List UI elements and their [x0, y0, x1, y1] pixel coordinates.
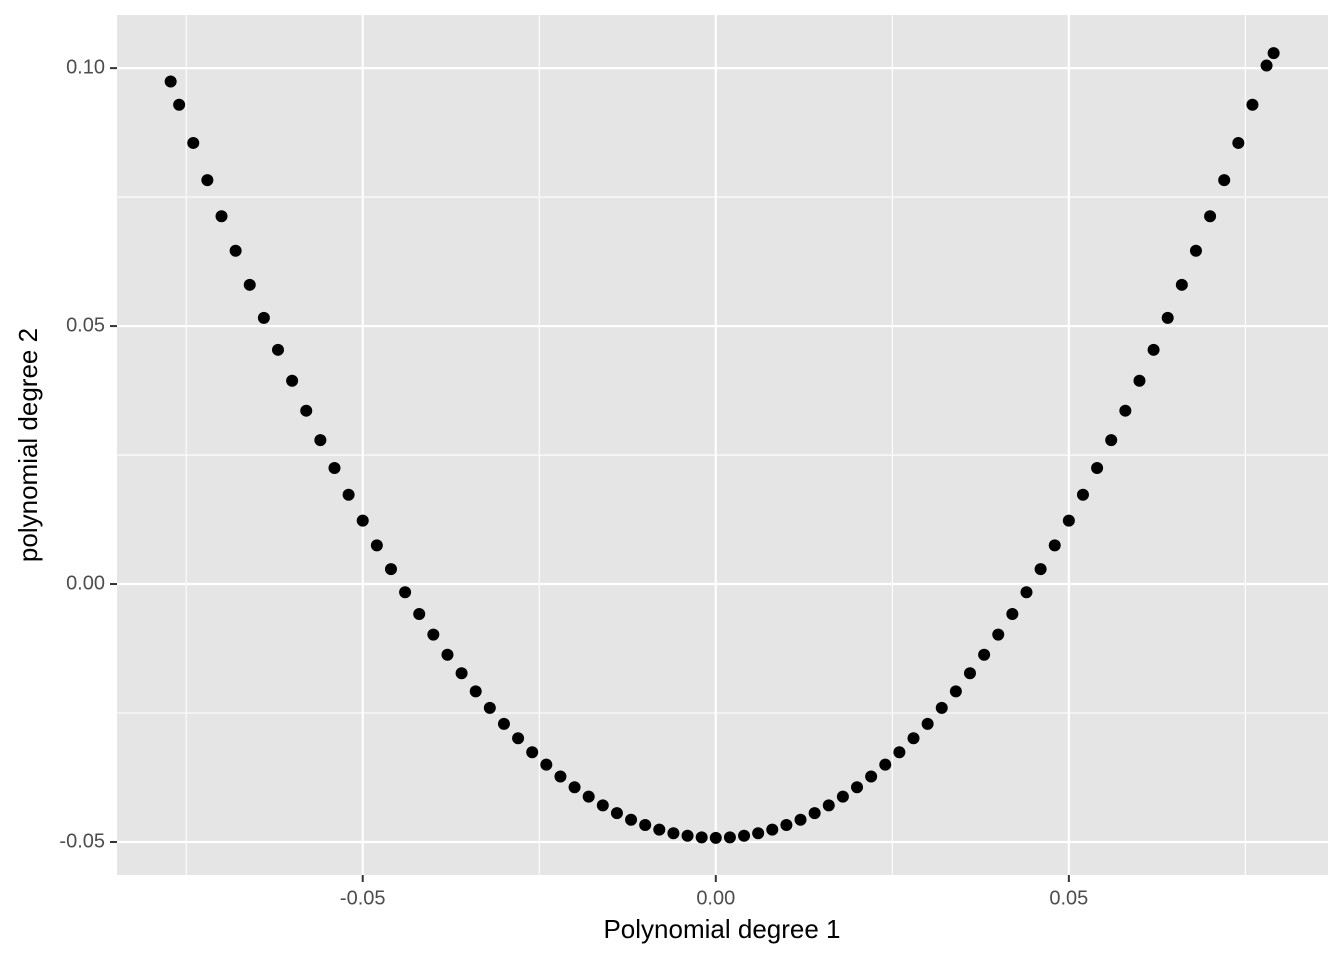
point	[695, 831, 708, 844]
point	[681, 829, 694, 842]
point	[164, 75, 177, 88]
point	[399, 586, 412, 599]
point	[1091, 461, 1104, 474]
point	[1204, 210, 1217, 223]
y-tick-label: 0.00	[66, 572, 105, 594]
point	[808, 807, 821, 820]
point	[1048, 539, 1061, 552]
point	[610, 807, 623, 820]
point	[1006, 607, 1019, 620]
point	[370, 539, 383, 552]
point	[978, 648, 991, 661]
point	[723, 831, 736, 844]
point	[794, 813, 807, 826]
point	[187, 136, 200, 149]
point	[596, 799, 609, 812]
point	[667, 827, 680, 840]
point	[173, 98, 186, 111]
point	[300, 404, 313, 417]
point	[752, 827, 765, 840]
point	[1034, 563, 1047, 576]
point	[568, 781, 581, 794]
x-tick-label: 0.05	[1049, 887, 1088, 909]
point	[526, 746, 539, 759]
point	[1246, 98, 1259, 111]
point	[1105, 434, 1118, 447]
x-tick-label: 0.00	[696, 887, 735, 909]
point	[441, 648, 454, 661]
point	[1119, 404, 1132, 417]
point	[921, 717, 934, 730]
point	[1076, 488, 1089, 501]
point	[738, 829, 751, 842]
point	[469, 685, 482, 698]
point	[384, 563, 397, 576]
point	[935, 701, 948, 714]
point	[1020, 586, 1033, 599]
point	[497, 717, 510, 730]
y-tick-label: 0.10	[66, 56, 105, 78]
point	[1147, 343, 1160, 356]
point	[201, 174, 214, 187]
point	[1062, 514, 1075, 527]
point	[554, 770, 567, 783]
point	[836, 790, 849, 803]
point	[639, 818, 652, 831]
point	[413, 607, 426, 620]
point	[653, 823, 666, 836]
point	[1175, 278, 1188, 291]
y-axis-title: polynomial degree 2	[13, 328, 43, 562]
point	[286, 374, 299, 387]
panel	[117, 15, 1328, 875]
point	[540, 758, 553, 771]
y-tick-label: 0.05	[66, 314, 105, 336]
point	[271, 343, 284, 356]
point	[1232, 136, 1245, 149]
point	[427, 628, 440, 641]
point	[257, 311, 270, 324]
point	[963, 667, 976, 680]
point	[314, 434, 327, 447]
point	[992, 628, 1005, 641]
point	[455, 667, 468, 680]
point	[1260, 59, 1273, 72]
point	[1218, 174, 1231, 187]
point	[949, 685, 962, 698]
point	[328, 461, 341, 474]
point	[625, 813, 638, 826]
point	[243, 278, 256, 291]
point	[766, 823, 779, 836]
point	[822, 799, 835, 812]
point	[865, 770, 878, 783]
point	[342, 488, 355, 501]
point	[851, 781, 864, 794]
x-tick-label: -0.05	[340, 887, 386, 909]
point	[582, 790, 595, 803]
point	[215, 210, 228, 223]
point	[879, 758, 892, 771]
point	[483, 701, 496, 714]
point	[780, 818, 793, 831]
y-tick-label: -0.05	[59, 830, 105, 852]
point	[512, 732, 525, 745]
point	[1267, 47, 1280, 60]
point	[356, 514, 369, 527]
point	[907, 732, 920, 745]
point	[709, 831, 722, 844]
x-axis-title: Polynomial degree 1	[603, 914, 840, 944]
point	[229, 244, 242, 257]
point	[1189, 244, 1202, 257]
point	[893, 746, 906, 759]
point	[1161, 311, 1174, 324]
point	[1133, 374, 1146, 387]
